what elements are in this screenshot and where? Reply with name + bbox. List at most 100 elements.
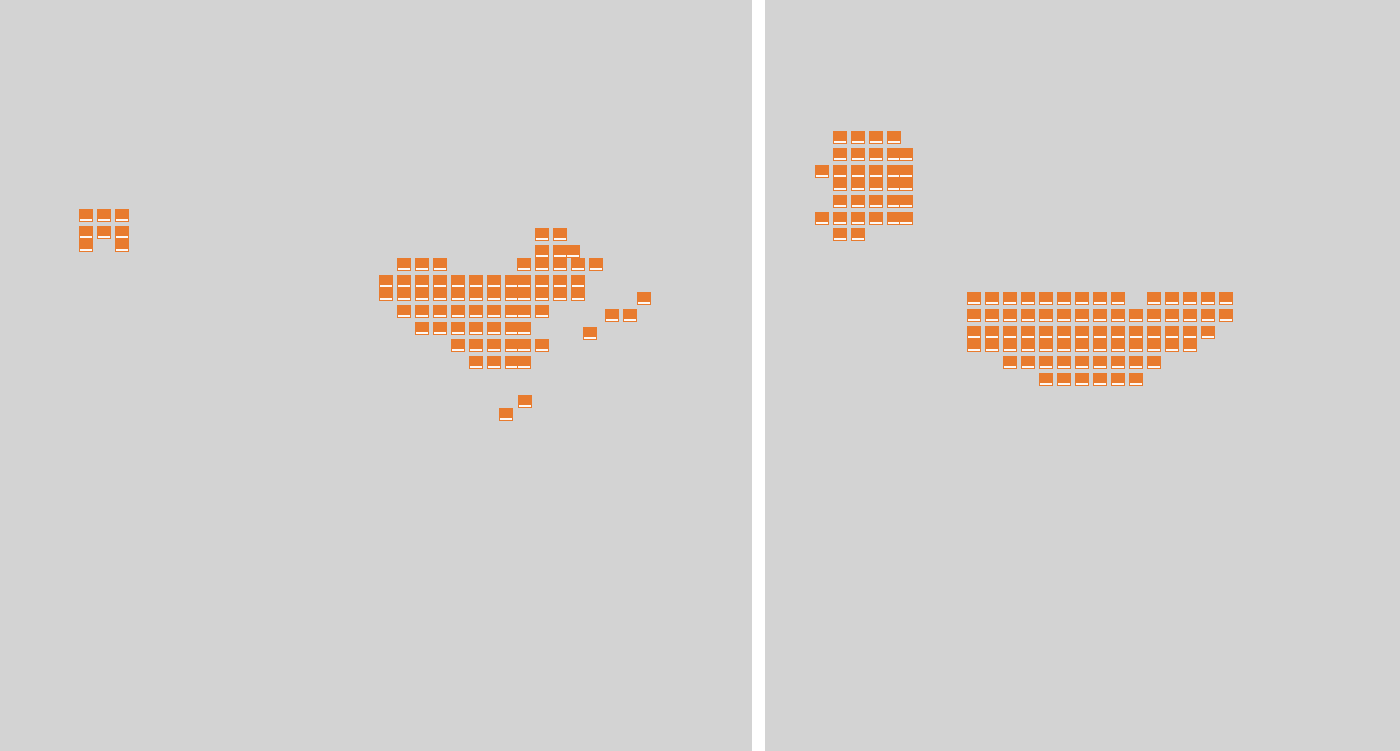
tile-cell[interactable] <box>79 226 93 239</box>
tile-cell[interactable] <box>1093 339 1107 352</box>
tile-cell[interactable] <box>1003 309 1017 322</box>
tile-cell[interactable] <box>433 322 447 335</box>
tile-cell[interactable] <box>851 165 865 178</box>
tile-cell[interactable] <box>1075 309 1089 322</box>
tile-cell[interactable] <box>583 327 597 340</box>
tile-cell[interactable] <box>571 275 585 288</box>
tile-cell[interactable] <box>1039 292 1053 305</box>
tile-cell[interactable] <box>869 148 883 161</box>
tile-cell[interactable] <box>1003 339 1017 352</box>
tile-cell[interactable] <box>1147 326 1161 339</box>
tile-cell[interactable] <box>1093 326 1107 339</box>
tile-cell[interactable] <box>1129 339 1143 352</box>
tile-cell[interactable] <box>535 339 549 352</box>
tile-cell[interactable] <box>637 292 651 305</box>
tile-cell[interactable] <box>487 288 501 301</box>
tile-cell[interactable] <box>887 165 901 178</box>
tile-cell[interactable] <box>1183 292 1197 305</box>
tile-cell[interactable] <box>115 226 129 239</box>
tile-cell[interactable] <box>451 288 465 301</box>
tile-cell[interactable] <box>1165 309 1179 322</box>
tile-cell[interactable] <box>1093 292 1107 305</box>
tile-cell[interactable] <box>1219 292 1233 305</box>
tile-cell[interactable] <box>487 305 501 318</box>
tile-cell[interactable] <box>1183 309 1197 322</box>
tile-cell[interactable] <box>869 131 883 144</box>
tile-cell[interactable] <box>397 305 411 318</box>
tile-cell[interactable] <box>1147 339 1161 352</box>
tile-cell[interactable] <box>79 209 93 222</box>
tile-cell[interactable] <box>1111 339 1125 352</box>
tile-cell[interactable] <box>589 258 603 271</box>
tile-cell[interactable] <box>505 356 519 369</box>
tile-cell[interactable] <box>571 258 585 271</box>
tile-cell[interactable] <box>985 339 999 352</box>
tile-cell[interactable] <box>815 165 829 178</box>
tile-cell[interactable] <box>1039 373 1053 386</box>
tile-cell[interactable] <box>1129 356 1143 369</box>
tile-cell[interactable] <box>433 288 447 301</box>
tile-cell[interactable] <box>833 195 847 208</box>
tile-cell[interactable] <box>869 212 883 225</box>
tile-cell[interactable] <box>887 212 901 225</box>
tile-cell[interactable] <box>887 131 901 144</box>
tile-cell[interactable] <box>1111 326 1125 339</box>
tile-cell[interactable] <box>397 275 411 288</box>
tile-cell[interactable] <box>505 339 519 352</box>
tile-cell[interactable] <box>1093 373 1107 386</box>
tile-cell[interactable] <box>451 322 465 335</box>
tile-cell[interactable] <box>553 245 567 258</box>
tile-cell[interactable] <box>1021 309 1035 322</box>
tile-cell[interactable] <box>833 212 847 225</box>
tile-cell[interactable] <box>1183 326 1197 339</box>
tile-cell[interactable] <box>553 288 567 301</box>
tile-cell[interactable] <box>887 178 901 191</box>
tile-cell[interactable] <box>535 288 549 301</box>
tile-cell[interactable] <box>1129 373 1143 386</box>
tile-cell[interactable] <box>1111 309 1125 322</box>
tile-cell[interactable] <box>833 148 847 161</box>
tile-cell[interactable] <box>851 148 865 161</box>
tile-cell[interactable] <box>469 275 483 288</box>
tile-cell[interactable] <box>967 326 981 339</box>
tile-cell[interactable] <box>1057 339 1071 352</box>
tile-cell[interactable] <box>535 228 549 241</box>
tile-cell[interactable] <box>553 228 567 241</box>
tile-cell[interactable] <box>487 356 501 369</box>
tile-cell[interactable] <box>1093 309 1107 322</box>
tile-cell[interactable] <box>97 226 111 239</box>
tile-cell[interactable] <box>433 258 447 271</box>
tile-cell[interactable] <box>518 395 532 408</box>
tile-cell[interactable] <box>433 305 447 318</box>
tile-cell[interactable] <box>1183 339 1197 352</box>
tile-cell[interactable] <box>451 305 465 318</box>
tile-cell[interactable] <box>899 212 913 225</box>
tile-cell[interactable] <box>415 288 429 301</box>
tile-cell[interactable] <box>566 245 580 258</box>
tile-cell[interactable] <box>869 195 883 208</box>
tile-cell[interactable] <box>535 245 549 258</box>
tile-cell[interactable] <box>1057 309 1071 322</box>
tile-cell[interactable] <box>517 275 531 288</box>
tile-cell[interactable] <box>451 339 465 352</box>
tile-cell[interactable] <box>535 258 549 271</box>
tile-cell[interactable] <box>1021 356 1035 369</box>
tile-cell[interactable] <box>1111 356 1125 369</box>
tile-cell[interactable] <box>517 288 531 301</box>
tile-cell[interactable] <box>487 339 501 352</box>
tile-cell[interactable] <box>553 258 567 271</box>
tile-cell[interactable] <box>815 212 829 225</box>
tile-cell[interactable] <box>1057 373 1071 386</box>
tile-cell[interactable] <box>553 275 567 288</box>
tile-cell[interactable] <box>469 288 483 301</box>
tile-cell[interactable] <box>887 148 901 161</box>
tile-cell[interactable] <box>505 322 519 335</box>
tile-cell[interactable] <box>899 148 913 161</box>
tile-cell[interactable] <box>899 165 913 178</box>
tile-cell[interactable] <box>517 356 531 369</box>
tile-cell[interactable] <box>469 322 483 335</box>
tile-cell[interactable] <box>1057 326 1071 339</box>
tile-cell[interactable] <box>505 305 519 318</box>
tile-cell[interactable] <box>79 239 93 252</box>
